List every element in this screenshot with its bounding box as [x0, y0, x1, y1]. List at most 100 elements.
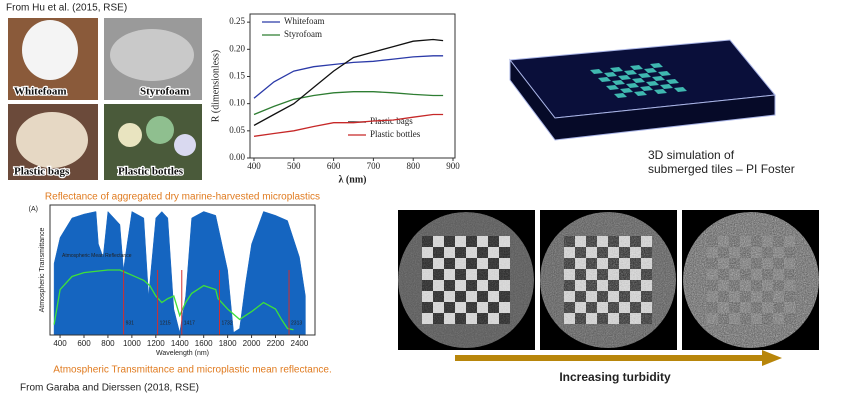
- tile: [598, 77, 611, 82]
- reference-label: 2313: [291, 320, 302, 326]
- photo-label: Whitefoam: [14, 86, 67, 98]
- caption: submerged tiles – PI Foster: [648, 162, 795, 176]
- reference-label: 1215: [160, 320, 171, 326]
- tile: [652, 76, 665, 81]
- x-tick-label: 1400: [171, 339, 189, 348]
- panel-label: (A): [29, 206, 38, 213]
- tile: [626, 83, 639, 88]
- tile: [674, 87, 687, 92]
- plot-frame: [49, 204, 316, 336]
- tiles: [590, 63, 687, 98]
- x-tick-label: 500: [287, 161, 301, 171]
- x-tick-label: 1000: [123, 339, 141, 348]
- reference-label: 1417: [184, 320, 195, 326]
- y-tick-label: 0.15: [229, 71, 245, 81]
- tile: [644, 68, 657, 73]
- chart-title: Reflectance of aggregated dry marine-har…: [45, 192, 320, 203]
- caption: 3D simulation of: [648, 148, 735, 162]
- source: From Hu et al. (2015, RSE): [6, 3, 127, 14]
- tile: [604, 72, 617, 77]
- tile: [610, 67, 623, 72]
- photo-label: Plastic bottles: [118, 166, 184, 178]
- y-tick-label: 0.20: [229, 43, 245, 53]
- y-tick-label: 0.00: [229, 152, 245, 162]
- y-tick-label: 0.25: [229, 16, 245, 26]
- series-label: Atmospheric Mean Reflectance: [62, 253, 132, 259]
- noise: [398, 212, 534, 348]
- x-tick-label: 800: [101, 339, 115, 348]
- photo-object: [118, 123, 142, 147]
- source: From Garaba and Dierssen (2018, RSE): [20, 383, 199, 394]
- tile: [650, 63, 663, 68]
- tile: [590, 69, 603, 74]
- legend-label: Styrofoam: [284, 29, 322, 39]
- x-tick-label: 600: [327, 161, 341, 171]
- photo-label: Styrofoam: [140, 86, 189, 98]
- x-tick-label: 1600: [195, 339, 213, 348]
- x-tick-label: 600: [77, 339, 91, 348]
- photo-object: [16, 112, 88, 168]
- line: [253, 38, 444, 126]
- water-volume-side: [509, 58, 776, 141]
- image: [540, 212, 676, 348]
- tile: [658, 71, 671, 76]
- plot-frame: [249, 13, 456, 159]
- photo-label: Plastic bags: [14, 166, 70, 178]
- arrow-head: [762, 350, 782, 366]
- x-tick-label: 1200: [147, 339, 165, 348]
- photo-object: [22, 20, 78, 80]
- line: [253, 113, 444, 137]
- area: [53, 210, 306, 336]
- x-tick-label: 1800: [219, 339, 237, 348]
- tile: [614, 93, 627, 98]
- tile: [640, 86, 653, 91]
- y-tick-label: 0.10: [229, 98, 245, 108]
- x-axis-label: Wavelength (nm): [156, 350, 209, 357]
- tile: [620, 88, 633, 93]
- tile: [634, 91, 647, 96]
- tile: [660, 84, 673, 89]
- tile: [624, 70, 637, 75]
- x-tick-label: 900: [446, 161, 460, 171]
- legend-label: Plastic bags: [370, 116, 413, 126]
- x-tick-label: 400: [53, 339, 67, 348]
- legend-label: Whitefoam: [284, 16, 324, 26]
- noise: [540, 212, 676, 348]
- line: [53, 269, 294, 331]
- x-tick-label: 800: [406, 161, 420, 171]
- x-axis-label: λ (nm): [339, 174, 367, 185]
- reference-label: 931: [126, 320, 135, 326]
- line: [253, 55, 444, 99]
- noise: [683, 212, 819, 348]
- line: [253, 91, 444, 116]
- x-tick-label: 700: [367, 161, 381, 171]
- tile: [618, 75, 631, 80]
- tile: [632, 78, 645, 83]
- y-axis-label: Atmospheric Transmittance: [39, 227, 46, 312]
- legend-label: Plastic bottles: [370, 129, 421, 139]
- image: [683, 212, 819, 348]
- photo-object: [146, 116, 174, 144]
- simulation: 3D simulation of submerged tiles – PI Fo…: [509, 39, 795, 176]
- turbidity-label: Increasing turbidity: [559, 370, 671, 384]
- x-tick-label: 2400: [291, 339, 309, 348]
- tile: [606, 85, 619, 90]
- tile: [630, 65, 643, 70]
- tile: [612, 80, 625, 85]
- tile: [638, 73, 651, 78]
- tile: [654, 89, 667, 94]
- photo-object: [110, 29, 194, 81]
- turbidity-images: [398, 210, 819, 350]
- chart-caption: Atmospheric Transmittance and microplast…: [53, 365, 331, 376]
- y-axis-label: R (dimensionless): [210, 50, 221, 123]
- reference-label: 1732: [221, 320, 232, 326]
- y-tick-label: 0.05: [229, 125, 245, 135]
- photo-object: [174, 134, 196, 156]
- tile: [666, 79, 679, 84]
- x-tick-label: 2000: [243, 339, 261, 348]
- x-tick-label: 400: [247, 161, 261, 171]
- tile: [646, 81, 659, 86]
- x-tick-label: 2200: [267, 339, 285, 348]
- image: [398, 212, 534, 348]
